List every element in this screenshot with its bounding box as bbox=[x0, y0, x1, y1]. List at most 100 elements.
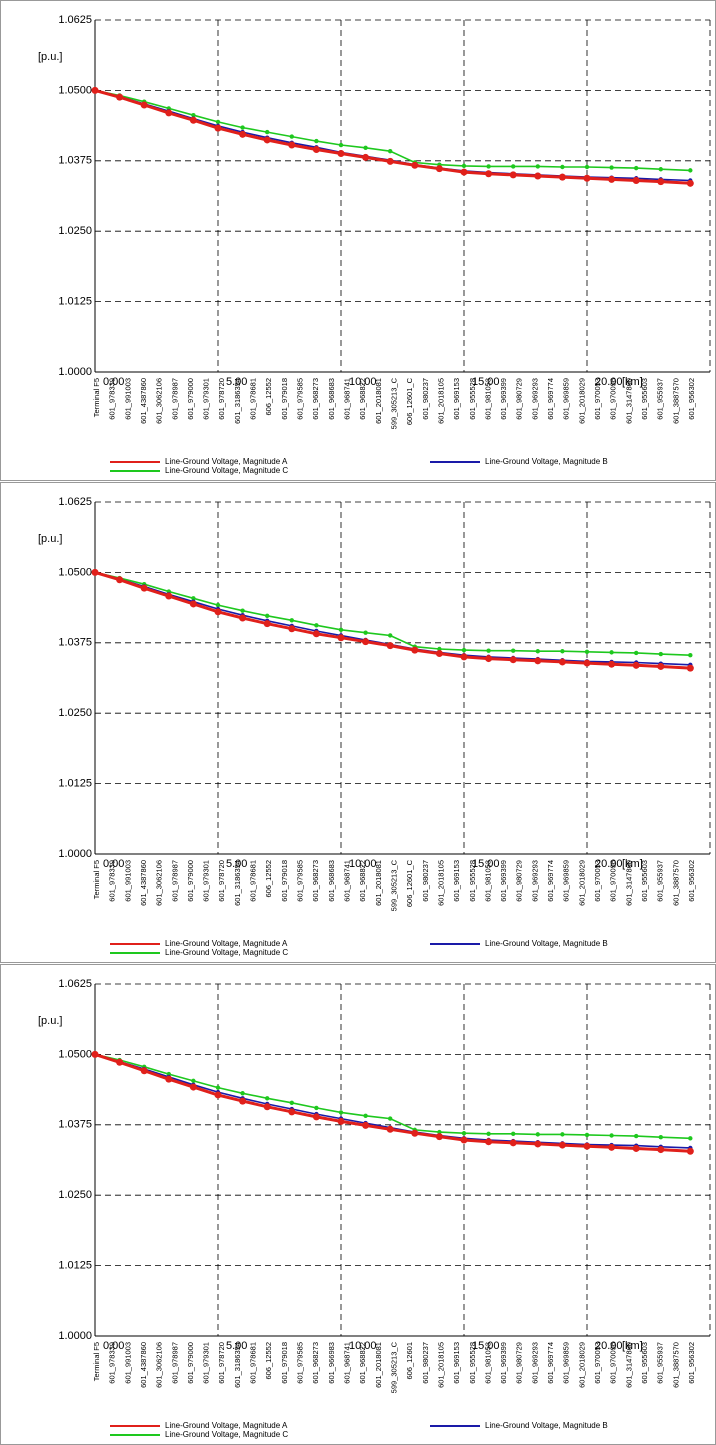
node-label: 601_2018105 bbox=[436, 1342, 445, 1388]
node-label: 601_979301 bbox=[202, 1342, 211, 1384]
data-point bbox=[411, 646, 419, 654]
node-label: 601_978681 bbox=[249, 1342, 258, 1384]
y-tick-label: 1.0125 bbox=[58, 1260, 92, 1272]
data-point bbox=[362, 153, 370, 161]
data-point bbox=[511, 648, 516, 653]
node-label: 601_968273 bbox=[311, 378, 320, 420]
node-label: 606_12601_C bbox=[405, 859, 414, 907]
node-label: 601_978339 bbox=[108, 378, 117, 420]
legend-label: Line-Ground Voltage, Magnitude C bbox=[165, 466, 288, 475]
data-point bbox=[91, 86, 99, 94]
node-label: 601_979585 bbox=[296, 378, 305, 420]
node-label: 601_966983 bbox=[327, 1342, 336, 1384]
data-point bbox=[215, 119, 221, 125]
node-label: 601_4387860 bbox=[139, 378, 148, 424]
data-point bbox=[461, 163, 467, 169]
data-point bbox=[560, 1132, 565, 1137]
node-label: 601_2018029 bbox=[577, 860, 586, 906]
node-label: 601_969153 bbox=[452, 1342, 461, 1384]
node-label: 601_970096 bbox=[609, 1342, 618, 1384]
data-point bbox=[337, 149, 345, 157]
node-label: 601_2018105 bbox=[436, 860, 445, 906]
y-tick-label: 1.0000 bbox=[58, 1330, 92, 1342]
data-point bbox=[363, 630, 368, 635]
data-point bbox=[632, 177, 640, 185]
data-point bbox=[608, 1143, 616, 1151]
node-label: 601_969774 bbox=[546, 378, 555, 420]
node-label: 601_980729 bbox=[515, 860, 524, 902]
node-label: 601_956302 bbox=[687, 1342, 696, 1384]
data-point bbox=[140, 584, 148, 592]
data-point bbox=[189, 116, 197, 124]
data-point bbox=[634, 650, 639, 656]
x-tick-label: 0.00 bbox=[103, 1340, 124, 1352]
node-label: 601_979018 bbox=[280, 378, 289, 420]
data-point bbox=[215, 602, 221, 608]
legend-label: Line-Ground Voltage, Magnitude B bbox=[485, 939, 608, 948]
node-label: 601_968741 bbox=[343, 860, 352, 902]
data-point bbox=[288, 1108, 296, 1116]
legend-label: Line-Ground Voltage, Magnitude B bbox=[485, 1421, 608, 1430]
node-label: 601_979301 bbox=[202, 860, 211, 902]
data-point bbox=[534, 657, 542, 665]
node-label: Terminal F5 bbox=[92, 1342, 101, 1381]
x-tick-label: 5.00 bbox=[226, 376, 247, 388]
node-label: 601_969774 bbox=[546, 1342, 555, 1384]
data-point bbox=[657, 178, 665, 186]
node-label: 599_305213_C bbox=[389, 377, 398, 429]
legend-label: Line-Ground Voltage, Magnitude A bbox=[165, 1421, 288, 1430]
data-point bbox=[288, 141, 296, 149]
data-point bbox=[388, 1116, 393, 1121]
node-label: 601_978720 bbox=[217, 1342, 226, 1384]
node-label: 601_3062106 bbox=[155, 860, 164, 906]
node-label: 601_980237 bbox=[421, 378, 430, 420]
node-label: 601_968683 bbox=[327, 378, 336, 420]
node-label: 601_969293 bbox=[530, 860, 539, 902]
data-point bbox=[312, 1113, 320, 1121]
data-point bbox=[191, 1078, 196, 1084]
data-point bbox=[485, 655, 493, 663]
data-point bbox=[91, 1050, 99, 1058]
node-label: 601_979018 bbox=[280, 1342, 289, 1384]
node-label: 601_970096 bbox=[609, 860, 618, 902]
node-label: 601_991003 bbox=[123, 860, 132, 902]
data-point bbox=[388, 633, 393, 638]
node-label: 601_981053 bbox=[483, 378, 492, 420]
node-label: Terminal F5 bbox=[92, 378, 101, 417]
y-tick-label: 1.0500 bbox=[58, 1048, 92, 1060]
node-label: 601_970096 bbox=[609, 378, 618, 420]
data-point bbox=[461, 647, 467, 653]
data-point bbox=[435, 1133, 443, 1141]
x-unit: [km] bbox=[622, 1340, 643, 1352]
data-point bbox=[435, 165, 443, 173]
data-point bbox=[509, 1139, 517, 1147]
node-label: 601_980237 bbox=[421, 1342, 430, 1384]
data-point bbox=[511, 164, 516, 169]
data-point bbox=[288, 625, 296, 633]
node-label: 601_3062106 bbox=[155, 1342, 164, 1388]
y-tick-label: 1.0625 bbox=[58, 14, 92, 26]
data-point bbox=[688, 168, 693, 173]
data-point bbox=[511, 1131, 516, 1137]
data-point bbox=[314, 1105, 319, 1111]
y-tick-label: 1.0250 bbox=[58, 707, 92, 719]
data-point bbox=[634, 165, 639, 171]
node-label: 601_978339 bbox=[108, 1342, 117, 1384]
data-point bbox=[560, 649, 565, 654]
y-tick-label: 1.0125 bbox=[58, 778, 92, 790]
data-point bbox=[314, 623, 319, 628]
y-tick-label: 1.0500 bbox=[58, 566, 92, 578]
node-label: 601_979585 bbox=[296, 1342, 305, 1384]
data-point bbox=[435, 650, 443, 658]
y-unit: [p.u.] bbox=[38, 533, 62, 545]
node-label: 601_979000 bbox=[186, 1342, 195, 1384]
node-label: 601_3887570 bbox=[671, 1342, 680, 1388]
node-label: 601_979585 bbox=[296, 860, 305, 902]
data-point bbox=[460, 653, 468, 661]
y-tick-label: 1.0125 bbox=[58, 296, 92, 308]
data-point bbox=[558, 173, 566, 181]
node-label: 601_981053 bbox=[483, 860, 492, 902]
data-point bbox=[189, 600, 197, 608]
x-tick-label: 15.00 bbox=[472, 1340, 500, 1352]
data-point bbox=[411, 161, 419, 169]
